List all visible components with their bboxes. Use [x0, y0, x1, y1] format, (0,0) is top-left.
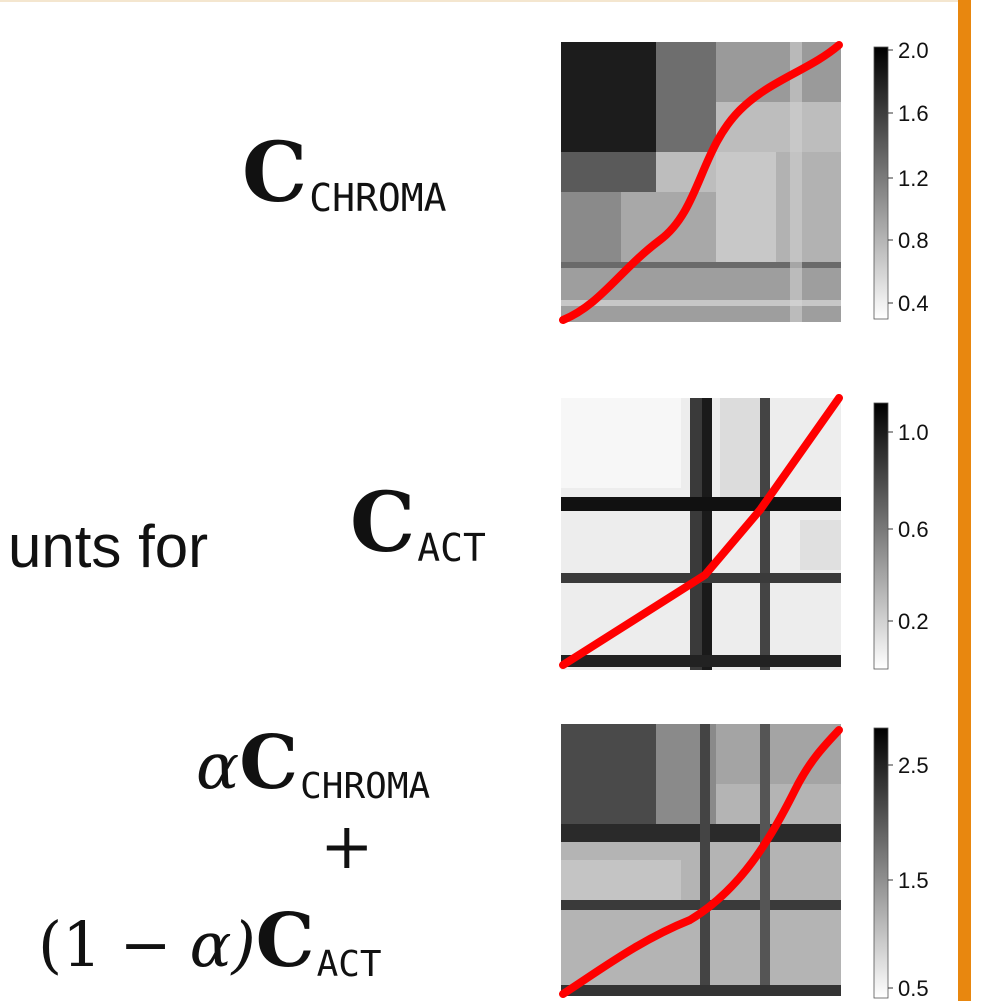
- heatmap-combined: [559, 724, 843, 998]
- colorbar-tick-labels: 2.0 1.6 1.2 0.8 0.4 1.0 0.6 0.2 2.5 1.5 …: [898, 38, 929, 1001]
- alpha-symbol: α: [196, 730, 240, 804]
- plus-sign: +: [320, 810, 374, 884]
- combo-c-act-symbol: C: [255, 898, 315, 984]
- label-c-chroma-symbol: C: [242, 125, 308, 221]
- tick-act-0: 1.0: [898, 420, 929, 445]
- label-c-chroma: CCHROMA: [242, 125, 447, 221]
- tick-act-2: 0.2: [898, 609, 929, 634]
- open-paren-one: (1: [38, 908, 102, 981]
- colorbar-combined: [873, 727, 893, 999]
- top-border: [0, 0, 958, 2]
- page-edge: [971, 0, 985, 1001]
- tick-combined-0: 2.5: [898, 753, 929, 778]
- heatmap-act: [559, 394, 843, 670]
- tick-chroma-4: 0.4: [898, 291, 929, 316]
- tick-chroma-0: 2.0: [898, 38, 929, 63]
- label-alpha-c-chroma: αCCHROMA: [196, 720, 431, 807]
- accent-bar: [958, 0, 971, 1001]
- label-c-act: CACT: [350, 475, 486, 571]
- label-c-chroma-sub: CHROMA: [309, 176, 447, 220]
- combo-c-symbol: C: [239, 720, 299, 806]
- tick-chroma-3: 0.8: [898, 228, 929, 253]
- cut-off-text: unts for: [8, 513, 209, 580]
- combo-chroma-sub: CHROMA: [300, 766, 431, 807]
- minus-sign: −: [119, 908, 172, 981]
- colorbar-act: [873, 402, 893, 670]
- alpha-close-paren: α): [189, 908, 256, 981]
- colorbar-chroma: [873, 46, 893, 320]
- combo-act-sub: ACT: [316, 944, 382, 985]
- label-one-minus-alpha-c-act: (1− α)CACT: [38, 898, 382, 985]
- label-c-act-symbol: C: [350, 475, 416, 571]
- heatmap-chroma: [559, 41, 843, 324]
- tick-combined-2: 0.5: [898, 976, 929, 1001]
- tick-act-1: 0.6: [898, 517, 929, 542]
- label-c-act-sub: ACT: [417, 526, 486, 570]
- tick-combined-1: 1.5: [898, 868, 929, 893]
- tick-chroma-1: 1.6: [898, 101, 929, 126]
- tick-chroma-2: 1.2: [898, 166, 929, 191]
